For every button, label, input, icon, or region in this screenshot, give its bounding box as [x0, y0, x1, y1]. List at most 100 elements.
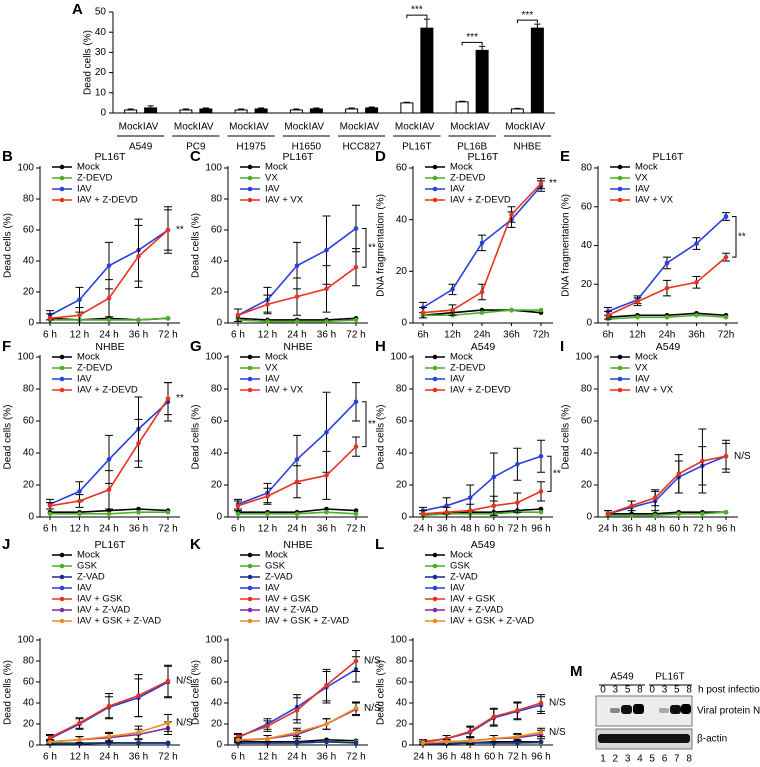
series-line [422, 702, 542, 743]
x-tick-label: 6 h [43, 524, 57, 535]
chart-title: PL16T [95, 539, 127, 551]
point [235, 503, 241, 509]
x-tick-label: 60 h [484, 524, 503, 535]
y-tick-label: 20 [23, 480, 35, 491]
bar [289, 109, 303, 114]
bar [254, 108, 268, 114]
group-label: H1650 [292, 142, 322, 153]
legend-label: Mock [635, 352, 658, 363]
point [635, 314, 640, 320]
panel-letter: M [570, 663, 583, 680]
legend-label: Mock [635, 162, 658, 173]
point [235, 737, 241, 743]
y-tick-label: 80 [581, 163, 593, 174]
point [136, 506, 141, 512]
chart-title: A549 [656, 341, 681, 353]
band [610, 708, 620, 713]
time-label: h post infection [698, 685, 760, 696]
legend-label: Z-DEVD [77, 173, 113, 184]
y-tick-label: 0 [100, 108, 106, 119]
legend-marker [59, 376, 65, 382]
group-label: HCC827 [342, 142, 381, 153]
point [515, 734, 520, 739]
legend-marker [617, 175, 623, 181]
legend-label: IAV [635, 184, 650, 195]
point [491, 503, 497, 509]
cell-line: A549 [610, 672, 634, 683]
point [265, 302, 270, 307]
annotation: *** [411, 5, 423, 16]
series-line [607, 455, 727, 515]
x-tick-label: 36 h [317, 330, 336, 341]
x-tick-label: 72 h [346, 752, 365, 763]
point [136, 254, 141, 259]
legend-marker [617, 197, 623, 203]
legend-label: IAV + VX [265, 195, 304, 206]
point [265, 723, 270, 729]
timepoint: 8 [637, 685, 643, 696]
sig-bracket [516, 19, 538, 24]
band [598, 734, 690, 743]
x-tick-label: 6 h [231, 524, 245, 535]
error-bar [182, 108, 189, 110]
point [700, 511, 705, 517]
legend-label: Mock [77, 352, 100, 363]
x-tick-label: 24 h [99, 752, 118, 763]
legend-label: Z-VAD [450, 572, 478, 583]
legend-marker [432, 164, 438, 170]
y-tick-label: 0 [216, 740, 222, 751]
chart-title: NHBE [283, 341, 312, 353]
bar [144, 107, 158, 114]
y-tick-label: 80 [396, 656, 408, 667]
legend-label: IAV + VX [265, 385, 304, 396]
point [106, 457, 112, 462]
bar [234, 109, 248, 114]
y-tick-label: 60 [211, 677, 223, 688]
y-tick-label: 80 [581, 384, 593, 395]
lane-number: 1 [600, 754, 606, 765]
band [670, 705, 681, 714]
y-tick-label: 100 [205, 352, 222, 363]
point [77, 737, 82, 743]
y-axis-label: Dead cells (%) [376, 404, 387, 469]
x-tick-label: 12h [444, 330, 461, 341]
point [165, 678, 171, 684]
legend-label: VX [265, 173, 278, 184]
point [467, 738, 473, 744]
y-tick-label: 40 [396, 698, 408, 709]
chart-title: NHBE [95, 341, 124, 353]
point [235, 511, 241, 517]
error-bar [238, 108, 245, 110]
y-axis-label: Dead cells (%) [191, 404, 202, 469]
legend-label: IAV + VX [635, 195, 674, 206]
x-tick-label: 96 h [531, 524, 550, 535]
legend-marker [247, 563, 253, 569]
error-bar [514, 107, 521, 109]
bar [365, 107, 379, 114]
bar-label: Mock [340, 122, 365, 133]
point [77, 312, 82, 318]
point [353, 705, 359, 711]
x-tick-label: 12 h [258, 752, 277, 763]
sig-bracket [362, 227, 367, 268]
legend-label: IAV [265, 374, 280, 385]
point [491, 474, 497, 480]
y-tick-label: 100 [390, 352, 407, 363]
y-tick-label: 0 [586, 318, 592, 329]
point [664, 314, 670, 320]
bar-label: IAV [253, 122, 269, 133]
bar [475, 49, 489, 114]
bar-label: IAV [530, 122, 546, 133]
x-tick-label: 72 h [158, 330, 177, 341]
legend-label: Mock [265, 162, 288, 173]
legend-marker [432, 365, 438, 371]
point [106, 295, 112, 301]
sig-bracket [362, 401, 367, 448]
point [106, 734, 112, 739]
legend-marker [617, 387, 623, 393]
point [700, 458, 705, 464]
point [165, 740, 171, 746]
annotation: N/S [549, 727, 566, 738]
legend-marker [247, 552, 253, 558]
legend-marker [432, 552, 438, 558]
